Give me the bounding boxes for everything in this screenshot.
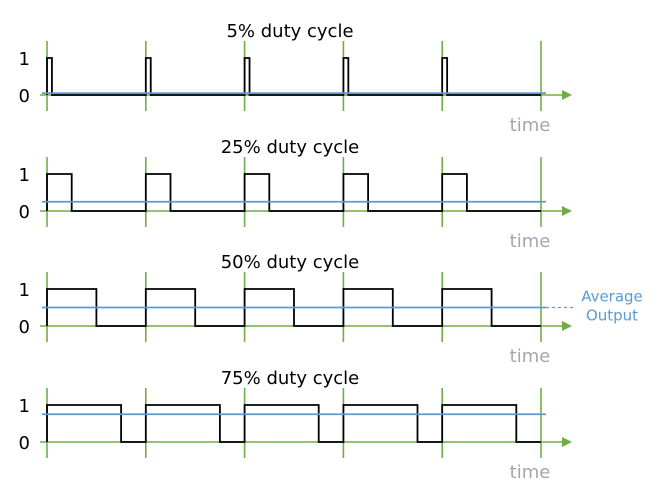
time-axis-arrow [562,90,572,100]
time-axis-label: time [510,231,551,252]
level-label-high: 1 [19,165,30,186]
time-axis-arrow [562,206,572,216]
panel-title: 50% duty cycle [221,252,360,273]
level-label-high: 1 [19,280,30,301]
panel-75-percent: 75% duty cycle 1 0 time [19,368,572,483]
panel-title: 5% duty cycle [226,21,353,42]
level-label-high: 1 [19,49,30,70]
pwm-signal [46,288,541,327]
average-output-label-line1: Average [581,288,643,306]
time-axis-label: time [510,115,551,136]
average-output-label-line2: Output [586,307,638,325]
level-label-low: 0 [19,317,30,338]
pwm-signal [46,57,541,96]
panel-25-percent: 25% duty cycle 1 0 time [19,137,572,252]
time-axis-label: time [510,346,551,367]
average-output-annotation: Average Output [546,288,643,325]
level-label-high: 1 [19,396,30,417]
level-label-low: 0 [19,86,30,107]
level-label-low: 0 [19,202,30,223]
time-axis-label: time [510,462,551,483]
panel-title: 75% duty cycle [221,368,360,389]
level-label-low: 0 [19,433,30,454]
time-axis-arrow [562,437,572,447]
pwm-signal [46,404,541,443]
panel-50-percent: 50% duty cycle 1 0 time [19,252,572,367]
panel-title: 25% duty cycle [221,137,360,158]
pwm-signal [46,173,541,212]
panel-5-percent: 5% duty cycle 1 0 time [19,21,572,136]
time-axis-arrow [562,321,572,331]
